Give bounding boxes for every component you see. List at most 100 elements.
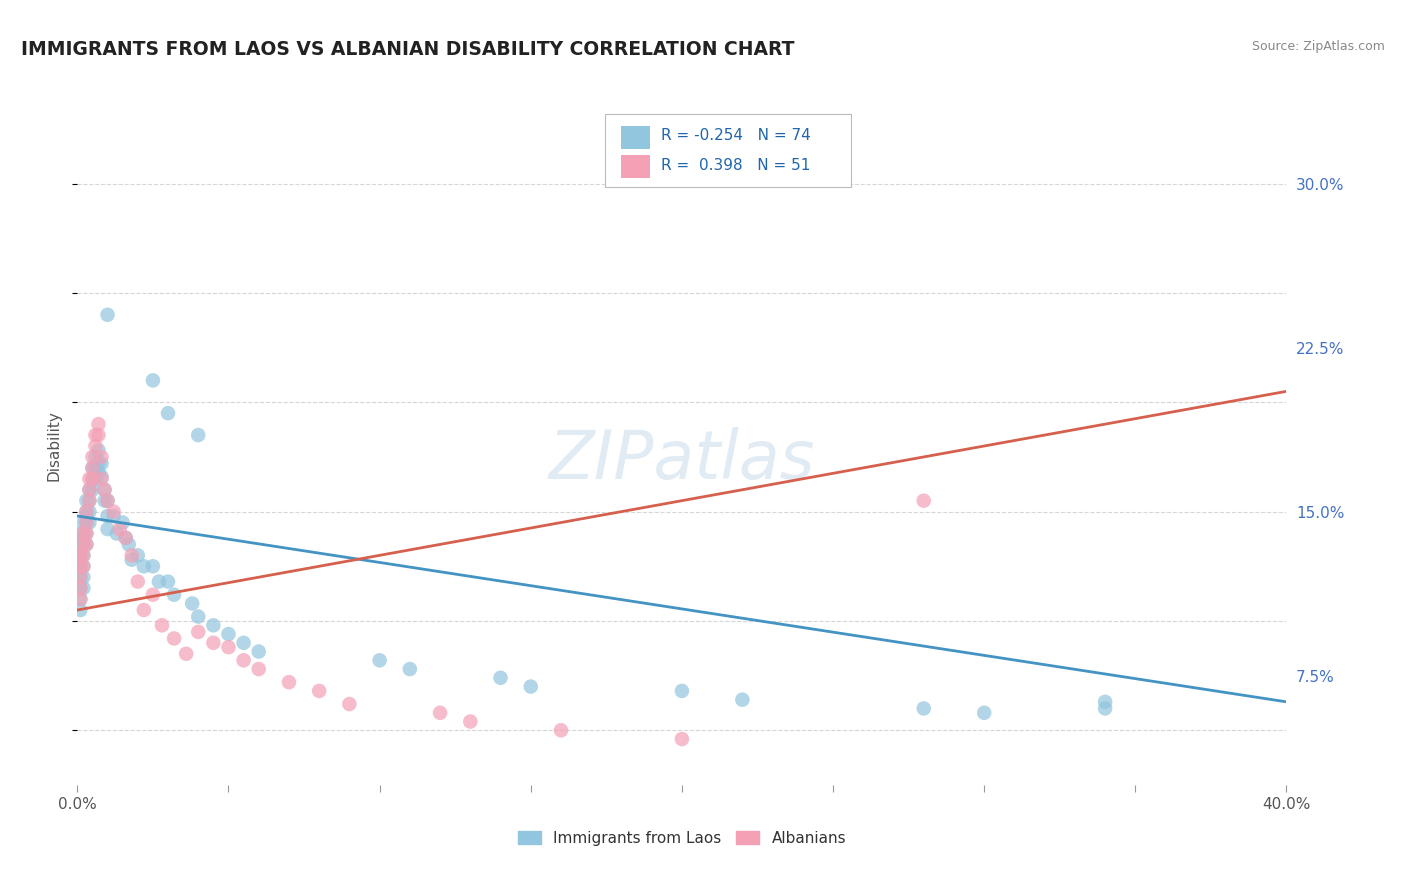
Point: [912, 701, 935, 715]
Point: [79, 493, 101, 508]
Point: [87, 428, 110, 442]
Point: [399, 662, 422, 676]
Point: [82, 472, 104, 486]
Text: R = -0.254   N = 74: R = -0.254 N = 74: [661, 128, 811, 143]
Point: [132, 559, 155, 574]
Point: [142, 373, 165, 387]
Point: [79, 483, 101, 497]
Point: [72, 559, 94, 574]
Point: [163, 588, 186, 602]
Y-axis label: Disability: Disability: [46, 410, 62, 482]
Point: [202, 618, 225, 632]
Point: [84, 472, 107, 486]
Point: [72, 537, 94, 551]
Point: [75, 537, 97, 551]
Point: [87, 443, 110, 458]
Point: [72, 549, 94, 563]
Point: [82, 461, 104, 475]
Point: [75, 505, 97, 519]
Point: [72, 581, 94, 595]
Point: [174, 647, 197, 661]
Point: [75, 505, 97, 519]
Point: [187, 428, 209, 442]
Point: [429, 706, 451, 720]
Point: [84, 461, 107, 475]
Point: [96, 308, 118, 322]
Point: [69, 559, 91, 574]
Point: [150, 618, 173, 632]
Point: [232, 636, 254, 650]
Point: [79, 493, 101, 508]
Point: [308, 684, 330, 698]
Point: [69, 570, 91, 584]
Point: [79, 505, 101, 519]
Point: [79, 516, 101, 530]
Point: [69, 581, 91, 595]
Point: [84, 428, 107, 442]
Point: [90, 472, 112, 486]
Point: [96, 522, 118, 536]
Point: [72, 537, 94, 551]
Point: [72, 570, 94, 584]
Point: [142, 588, 165, 602]
Text: ZIPatlas: ZIPatlas: [548, 426, 815, 492]
Point: [93, 483, 115, 497]
Point: [75, 516, 97, 530]
Point: [82, 472, 104, 486]
Point: [96, 508, 118, 523]
Point: [96, 493, 118, 508]
Point: [157, 574, 180, 589]
Point: [72, 559, 94, 574]
Point: [79, 472, 101, 486]
Point: [148, 574, 170, 589]
Point: [550, 723, 572, 738]
Point: [458, 714, 481, 729]
Point: [75, 526, 97, 541]
Point: [671, 684, 693, 698]
Point: [121, 549, 143, 563]
Point: [127, 549, 149, 563]
Text: Source: ZipAtlas.com: Source: ZipAtlas.com: [1251, 40, 1385, 54]
Point: [69, 549, 91, 563]
Point: [90, 450, 112, 464]
Point: [69, 559, 91, 574]
Point: [87, 457, 110, 471]
Point: [187, 624, 209, 639]
Point: [973, 706, 995, 720]
Point: [368, 653, 391, 667]
Point: [232, 653, 254, 667]
Point: [69, 526, 91, 541]
Point: [337, 697, 360, 711]
Point: [114, 531, 136, 545]
Point: [72, 526, 94, 541]
Text: R =  0.398   N = 51: R = 0.398 N = 51: [661, 158, 810, 172]
Point: [218, 640, 240, 655]
Point: [87, 417, 110, 431]
Text: IMMIGRANTS FROM LAOS VS ALBANIAN DISABILITY CORRELATION CHART: IMMIGRANTS FROM LAOS VS ALBANIAN DISABIL…: [21, 40, 794, 59]
Point: [75, 508, 97, 523]
Point: [202, 636, 225, 650]
Point: [671, 732, 693, 747]
Point: [72, 516, 94, 530]
Point: [75, 493, 97, 508]
Point: [69, 549, 91, 563]
Point: [520, 680, 543, 694]
Point: [84, 439, 107, 453]
Point: [731, 692, 754, 706]
Point: [90, 457, 112, 471]
Point: [82, 450, 104, 464]
Point: [69, 592, 91, 607]
Point: [118, 537, 141, 551]
Point: [108, 522, 131, 536]
Point: [111, 516, 134, 530]
Point: [1094, 695, 1116, 709]
Point: [96, 493, 118, 508]
Point: [142, 559, 165, 574]
Point: [1094, 701, 1116, 715]
Point: [75, 526, 97, 541]
Point: [103, 505, 125, 519]
Point: [69, 603, 91, 617]
Point: [93, 493, 115, 508]
Point: [93, 483, 115, 497]
Point: [69, 570, 91, 584]
